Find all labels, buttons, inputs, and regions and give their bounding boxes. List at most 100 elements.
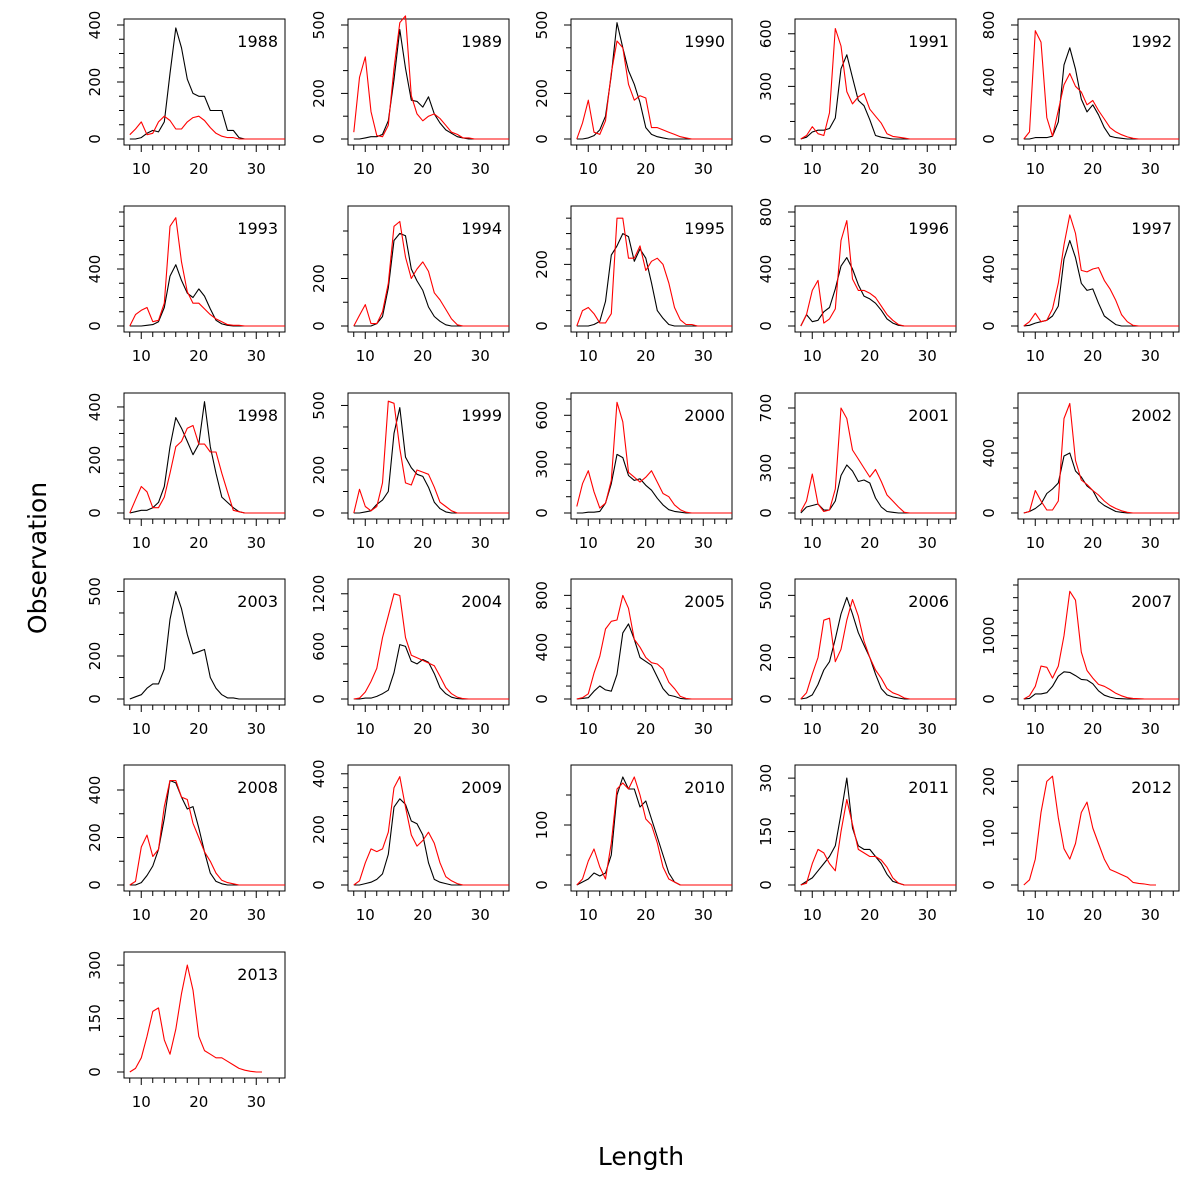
x-tick-label: 20 bbox=[189, 534, 208, 552]
x-tick-label: 20 bbox=[860, 160, 879, 178]
y-tick-label: 0 bbox=[980, 694, 998, 704]
y-tick-label: 0 bbox=[86, 694, 104, 704]
y-tick-label: 0 bbox=[86, 321, 104, 331]
x-tick-label: 10 bbox=[803, 906, 822, 924]
panel-1993: 1993 10 20 30 0 400 bbox=[86, 205, 286, 365]
series-black-line bbox=[353, 644, 509, 700]
y-tick-label: 500 bbox=[757, 581, 775, 610]
panel-title: 2011 bbox=[908, 778, 949, 797]
series-black-line bbox=[1023, 239, 1179, 327]
x-tick-label: 20 bbox=[413, 160, 432, 178]
x-tick-label: 20 bbox=[1083, 160, 1102, 178]
panel-1996: 1996 10 20 30 0 400 800 bbox=[757, 198, 957, 365]
panel-2005: 2005 10 20 30 0 400 800 bbox=[533, 578, 733, 738]
y-tick-label: 600 bbox=[310, 632, 328, 661]
x-tick-label: 10 bbox=[803, 534, 822, 552]
series-black-line bbox=[353, 232, 509, 327]
panel-frame bbox=[570, 764, 733, 892]
y-tick-label: 800 bbox=[980, 11, 998, 40]
series-red-line bbox=[353, 400, 509, 514]
panel-title: 2006 bbox=[908, 592, 949, 611]
series-red-line bbox=[1023, 775, 1156, 886]
series-red-line bbox=[800, 220, 956, 327]
x-tick-label: 20 bbox=[189, 347, 208, 365]
series-red-line bbox=[800, 27, 956, 140]
y-tick-label: 200 bbox=[310, 456, 328, 485]
x-tick-label: 10 bbox=[1026, 534, 1045, 552]
y-tick-label: 0 bbox=[533, 694, 551, 704]
x-tick-label: 10 bbox=[356, 160, 375, 178]
series-black-line bbox=[129, 264, 285, 327]
series-red-line bbox=[1023, 30, 1179, 140]
series-red-line bbox=[353, 776, 509, 886]
x-tick-label: 20 bbox=[636, 534, 655, 552]
x-tick-label: 20 bbox=[860, 906, 879, 924]
x-tick-label: 20 bbox=[1083, 720, 1102, 738]
series-red-line bbox=[800, 598, 956, 700]
series-black-line bbox=[576, 453, 732, 514]
x-tick-label: 10 bbox=[356, 720, 375, 738]
panel-title: 1989 bbox=[461, 32, 502, 51]
y-tick-label: 0 bbox=[980, 321, 998, 331]
panel-frame bbox=[123, 764, 286, 892]
series-red-line bbox=[576, 594, 732, 700]
y-axis-title: Observation bbox=[23, 482, 52, 634]
panel-title: 1988 bbox=[237, 32, 278, 51]
series-red-line bbox=[353, 593, 509, 700]
x-tick-label: 20 bbox=[1083, 906, 1102, 924]
series-black-line bbox=[800, 257, 956, 327]
series-red-line bbox=[1023, 590, 1179, 700]
x-tick-label: 30 bbox=[471, 906, 490, 924]
panel-frame bbox=[1017, 764, 1180, 892]
series-red-line bbox=[129, 424, 285, 514]
panel-frame bbox=[1017, 578, 1180, 706]
series-black-line bbox=[576, 623, 732, 700]
panel-1997: 1997 10 20 30 0 400 bbox=[980, 205, 1180, 365]
panel-2006: 2006 10 20 30 0 200 500 bbox=[757, 578, 957, 738]
panel-title: 1993 bbox=[237, 219, 278, 238]
panel-frame bbox=[794, 578, 957, 706]
panel-title: 1996 bbox=[908, 219, 949, 238]
y-tick-label: 100 bbox=[980, 819, 998, 848]
x-tick-label: 20 bbox=[413, 347, 432, 365]
x-tick-label: 20 bbox=[413, 720, 432, 738]
y-tick-label: 300 bbox=[757, 764, 775, 793]
panel-2003: 2003 10 20 30 0 200 500 bbox=[86, 577, 286, 738]
series-red-line bbox=[1023, 214, 1179, 327]
panel-title: 2005 bbox=[684, 592, 725, 611]
y-tick-label: 0 bbox=[86, 134, 104, 144]
x-tick-label: 10 bbox=[579, 720, 598, 738]
series-red-line bbox=[576, 40, 732, 140]
x-tick-label: 20 bbox=[1083, 347, 1102, 365]
y-tick-label: 400 bbox=[533, 633, 551, 662]
series-red-line bbox=[129, 115, 285, 140]
x-tick-label: 20 bbox=[860, 720, 879, 738]
y-tick-label: 0 bbox=[86, 508, 104, 518]
y-tick-label: 0 bbox=[310, 880, 328, 890]
panel-frame bbox=[570, 205, 733, 333]
y-tick-label: 0 bbox=[757, 694, 775, 704]
y-tick-label: 200 bbox=[86, 642, 104, 671]
y-tick-label: 0 bbox=[533, 321, 551, 331]
x-tick-label: 30 bbox=[247, 720, 266, 738]
y-tick-label: 0 bbox=[533, 134, 551, 144]
panel-frame bbox=[794, 18, 957, 146]
x-tick-label: 30 bbox=[694, 347, 713, 365]
y-tick-label: 700 bbox=[757, 394, 775, 423]
y-tick-label: 200 bbox=[86, 823, 104, 852]
panel-title: 1995 bbox=[684, 219, 725, 238]
panel-title: 2007 bbox=[1131, 592, 1172, 611]
x-tick-label: 30 bbox=[471, 347, 490, 365]
panel-1995: 1995 10 20 30 0 200 bbox=[533, 205, 733, 365]
panel-title: 1997 bbox=[1131, 219, 1172, 238]
series-red-line bbox=[576, 217, 732, 327]
series-black-line bbox=[1023, 452, 1179, 514]
series-red-line bbox=[129, 964, 262, 1073]
x-tick-label: 20 bbox=[860, 347, 879, 365]
y-tick-label: 0 bbox=[86, 880, 104, 890]
x-tick-label: 20 bbox=[636, 720, 655, 738]
y-tick-label: 800 bbox=[533, 581, 551, 610]
y-tick-label: 500 bbox=[310, 391, 328, 420]
panel-title: 2004 bbox=[461, 592, 502, 611]
